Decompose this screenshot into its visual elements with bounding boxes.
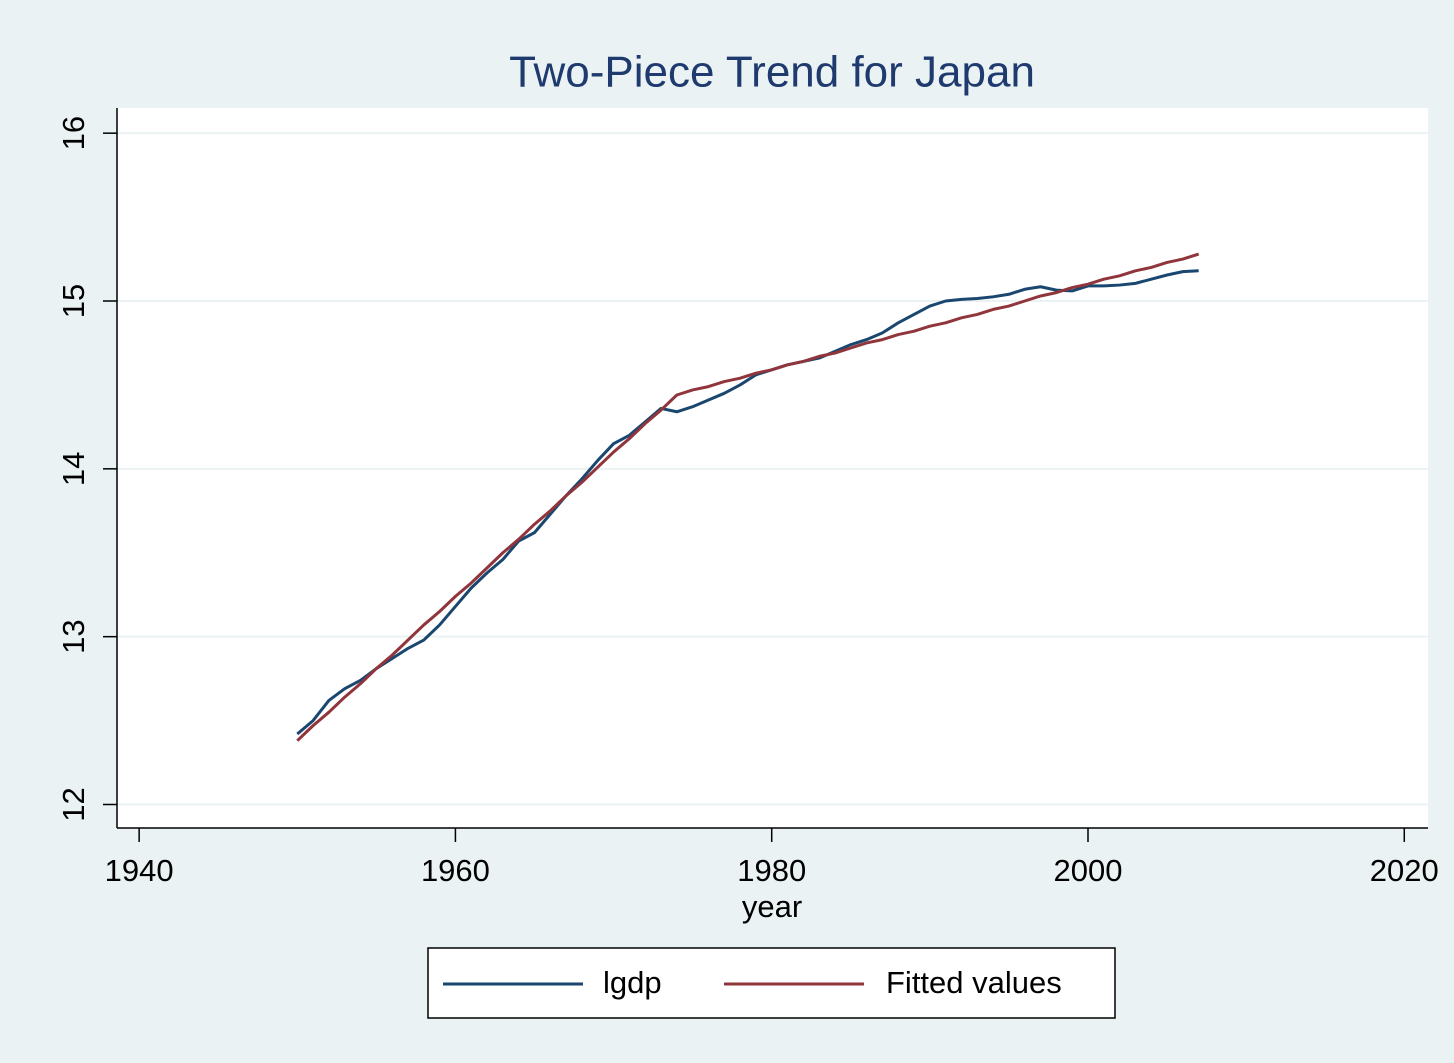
x-tick-label: 1980 [737, 853, 806, 888]
y-tick-label: 15 [56, 284, 91, 318]
x-tick-label: 2020 [1370, 853, 1439, 888]
legend-label: lgdp [603, 965, 662, 1000]
x-axis-label: year [742, 889, 802, 924]
y-tick-label: 12 [56, 787, 91, 821]
legend-label: Fitted values [886, 965, 1062, 1000]
y-tick-label: 13 [56, 619, 91, 653]
line-series [296, 252, 1200, 742]
y-tick-label: 16 [56, 116, 91, 150]
x-tick-label: 2000 [1054, 853, 1123, 888]
x-tick-label: 1940 [105, 853, 174, 888]
x-tick-label: 1960 [421, 853, 490, 888]
chart-title: Two-Piece Trend for Japan [509, 48, 1035, 97]
line-series [296, 269, 1199, 736]
y-tick-label: 14 [56, 452, 91, 486]
